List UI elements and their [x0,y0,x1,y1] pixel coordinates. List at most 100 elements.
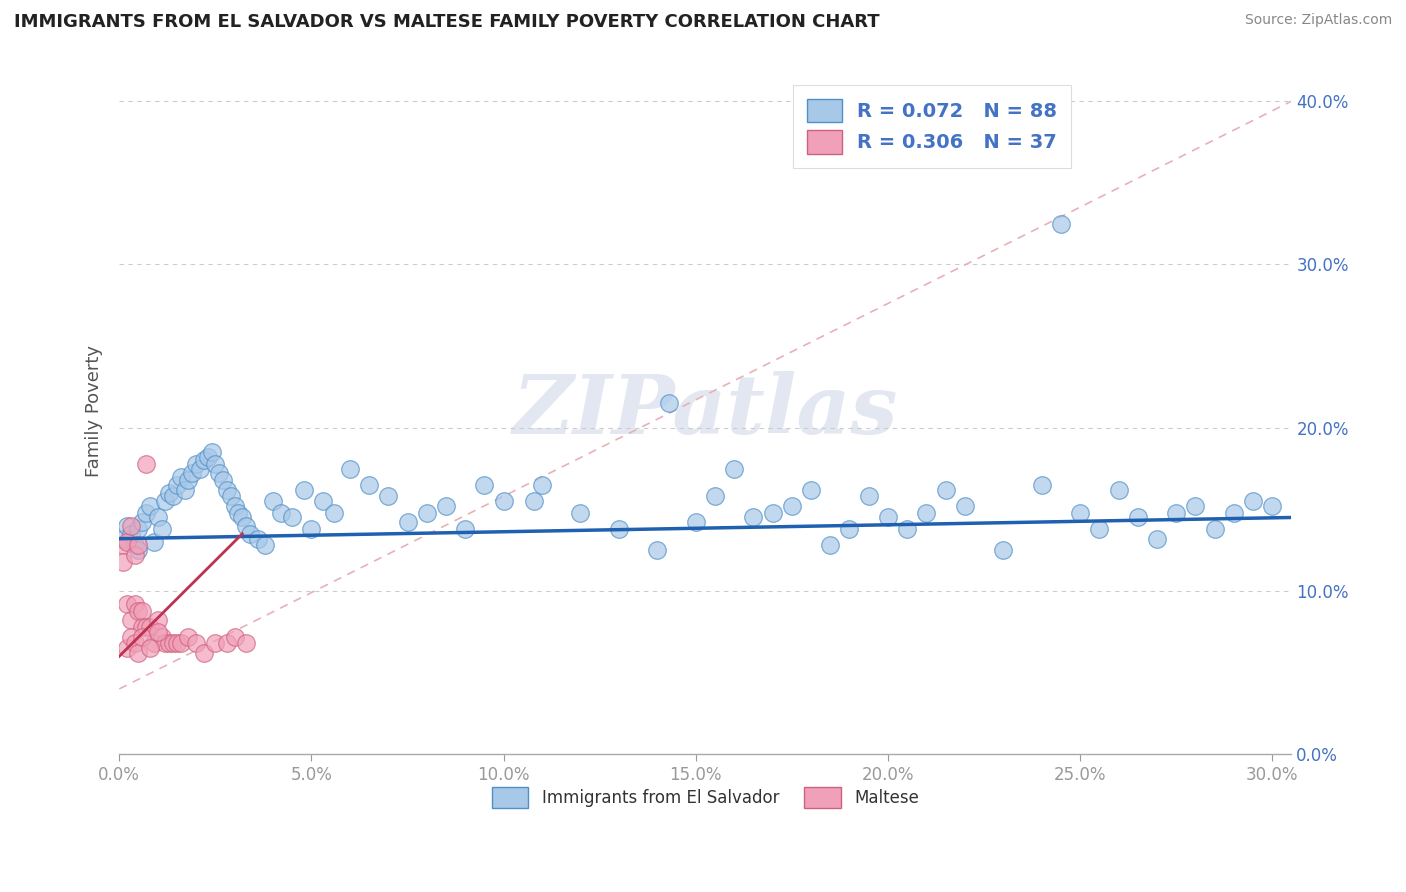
Point [150,522,173,536]
Point [1069,506,1091,520]
Point [1126,510,1149,524]
Text: Source: ZipAtlas.com: Source: ZipAtlas.com [1244,13,1392,28]
Point [139,641,162,656]
Point [135,506,157,520]
Point [224,630,246,644]
Point [1108,483,1130,497]
Point [935,483,957,497]
Point [292,483,315,497]
Point [146,613,169,627]
Point [262,494,284,508]
Point [877,510,900,524]
Point [742,510,765,524]
Point [170,636,193,650]
Point [124,597,146,611]
Point [312,494,335,508]
Point [1088,522,1111,536]
Point [200,445,222,459]
Point [474,478,496,492]
Point [896,522,918,536]
Point [1223,506,1246,520]
Point [224,499,246,513]
Point [523,494,546,508]
Point [1241,494,1264,508]
Point [492,494,515,508]
Point [124,548,146,562]
Point [396,516,419,530]
Point [177,630,200,644]
Point [647,543,669,558]
Point [235,636,257,650]
Point [416,506,439,520]
Point [1261,499,1284,513]
Point [142,636,165,650]
Point [1050,217,1073,231]
Point [212,473,235,487]
Point [146,510,169,524]
Text: ZIPatlas: ZIPatlas [513,371,898,451]
Point [120,613,142,627]
Point [131,516,153,530]
Point [193,453,215,467]
Text: IMMIGRANTS FROM EL SALVADOR VS MALTESE FAMILY POVERTY CORRELATION CHART: IMMIGRANTS FROM EL SALVADOR VS MALTESE F… [14,13,880,31]
Point [197,450,219,464]
Point [208,467,231,481]
Point [607,522,630,536]
Point [359,478,381,492]
Point [780,499,803,513]
Point [800,483,823,497]
Point [155,494,177,508]
Point [112,532,135,546]
Point [953,499,976,513]
Point [127,538,149,552]
Point [127,543,149,558]
Point [115,641,138,656]
Point [157,486,180,500]
Point [454,522,477,536]
Point [120,526,142,541]
Point [120,518,142,533]
Point [246,532,269,546]
Point [915,506,938,520]
Point [434,499,457,513]
Point [124,538,146,552]
Point [150,630,173,644]
Point [162,636,184,650]
Point [569,506,592,520]
Point [339,461,361,475]
Point [270,506,292,520]
Point [239,526,262,541]
Point [135,457,157,471]
Point [139,499,162,513]
Point [204,457,226,471]
Point [820,538,842,552]
Point [1031,478,1053,492]
Point [658,396,681,410]
Point [131,603,153,617]
Point [377,489,399,503]
Point [112,538,135,552]
Point [281,510,304,524]
Point [142,535,165,549]
Point [157,636,180,650]
Legend: Immigrants from El Salvador, Maltese: Immigrants from El Salvador, Maltese [485,780,925,814]
Point [181,467,204,481]
Point [188,461,211,475]
Point [155,636,177,650]
Point [184,457,207,471]
Point [1146,532,1168,546]
Point [184,636,207,650]
Point [120,630,142,644]
Point [177,473,200,487]
Point [215,636,238,650]
Point [127,603,149,617]
Point [139,620,162,634]
Point [685,516,707,530]
Point [531,478,554,492]
Point [235,518,257,533]
Point [131,620,153,634]
Point [162,489,184,503]
Point [228,506,250,520]
Point [858,489,880,503]
Point [146,624,169,639]
